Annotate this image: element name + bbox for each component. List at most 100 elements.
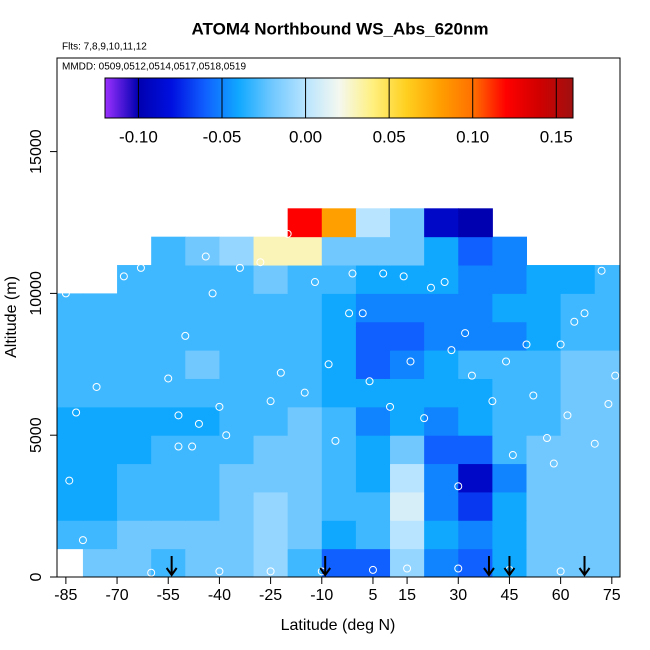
- measurement-point: [266, 567, 275, 576]
- heatmap-cell: [82, 435, 118, 465]
- heatmap-cell: [492, 321, 528, 351]
- colorbar-tick-label: 0.05: [373, 127, 406, 146]
- measurement-point: [580, 309, 589, 318]
- heatmap-cell: [594, 520, 620, 550]
- heatmap-cell: [458, 491, 493, 521]
- heatmap-cell: [253, 463, 289, 493]
- heatmap-cell: [594, 265, 620, 294]
- arrow-shape: [165, 556, 178, 577]
- measurement-point: [358, 309, 367, 318]
- heatmap-cell: [117, 378, 152, 408]
- heatmap-cell: [321, 208, 357, 238]
- heatmap-cell: [390, 350, 425, 379]
- measurement-point: [522, 340, 531, 349]
- heatmap-cell: [560, 406, 596, 436]
- heatmap-cell: [287, 491, 323, 521]
- measurement-point: [529, 391, 538, 400]
- y-tick-label: 10000: [28, 271, 45, 316]
- measurement-point: [406, 357, 415, 366]
- measurement-point: [556, 567, 565, 576]
- x-tick-label: -85: [54, 587, 77, 604]
- y-tick-label: 5000: [28, 417, 45, 453]
- heatmap: [57, 208, 620, 577]
- heatmap-cell: [82, 293, 118, 323]
- measurement-point: [447, 346, 456, 355]
- heatmap-cell: [82, 350, 118, 379]
- heatmap-cell: [185, 406, 220, 436]
- heatmap-cell: [390, 548, 425, 577]
- heatmap-cell: [82, 491, 118, 521]
- colorbar-tick-label: 0.10: [456, 127, 489, 146]
- heatmap-cell: [151, 350, 186, 379]
- heatmap-cell: [253, 378, 289, 408]
- heatmap-cell: [526, 378, 562, 408]
- heatmap-cell: [151, 378, 186, 408]
- heatmap-cell: [151, 548, 186, 577]
- heatmap-cell: [219, 406, 255, 436]
- heatmap-cell: [390, 265, 425, 294]
- heatmap-cell: [287, 321, 323, 351]
- heatmap-cell: [526, 463, 562, 493]
- heatmap-cell: [492, 520, 528, 550]
- heatmap-cell: [355, 208, 391, 238]
- measurement-point: [426, 283, 435, 292]
- heatmap-cell: [594, 463, 620, 493]
- measurement-point: [604, 400, 613, 408]
- heatmap-cell: [492, 236, 528, 266]
- x-tick-label: -40: [208, 587, 231, 604]
- measurement-point: [194, 419, 203, 428]
- heatmap-cell: [424, 236, 459, 266]
- measurement-point: [61, 289, 70, 298]
- measurement-point: [379, 269, 388, 278]
- heatmap-cell: [253, 548, 289, 577]
- heatmap-cell: [355, 293, 391, 323]
- heatmap-cell: [185, 520, 220, 550]
- flight-arrow: [503, 556, 516, 577]
- heatmap-cell: [57, 321, 84, 351]
- x-tick-label: 75: [603, 587, 621, 604]
- heatmap-cell: [117, 463, 152, 493]
- measurement-point: [611, 371, 620, 380]
- measurement-point: [454, 482, 463, 491]
- measurement-point: [331, 436, 340, 445]
- heatmap-cell: [253, 520, 289, 550]
- colorbar-tick-label: 0.00: [289, 127, 322, 146]
- x-tick-label: -25: [259, 587, 282, 604]
- measurement-point: [201, 252, 210, 261]
- measurement-point: [345, 309, 354, 318]
- flights-note: Flts: 7,8,9,10,11,12: [62, 42, 147, 53]
- heatmap-cell: [287, 350, 323, 379]
- heatmap-cell: [458, 463, 493, 493]
- heatmap-cell: [560, 548, 596, 577]
- heatmap-cell: [253, 321, 289, 351]
- heatmap-cell: [219, 350, 255, 379]
- heatmap-cell: [594, 293, 620, 323]
- heatmap-cell: [253, 265, 289, 294]
- heatmap-cell: [151, 236, 186, 266]
- measurement-point: [181, 331, 190, 340]
- measurement-point: [72, 408, 81, 417]
- heatmap-cell: [185, 321, 220, 351]
- heatmap-cell: [560, 350, 596, 379]
- heatmap-cell: [390, 463, 425, 493]
- heatmap-cell: [185, 548, 220, 577]
- heatmap-cell: [185, 350, 220, 379]
- heatmap-cell: [390, 491, 425, 521]
- heatmap-cell: [117, 435, 152, 465]
- measurement-point: [399, 272, 408, 281]
- heatmap-cell: [424, 435, 459, 465]
- heatmap-cell: [390, 208, 425, 238]
- measurement-point: [78, 536, 87, 545]
- heatmap-cell: [526, 406, 562, 436]
- x-tick-label: 5: [369, 587, 378, 604]
- heatmap-cell: [458, 378, 493, 408]
- measurement-point: [556, 340, 565, 349]
- measurement-point: [283, 229, 292, 238]
- measurement-point: [174, 411, 183, 420]
- heatmap-cell: [185, 293, 220, 323]
- measurement-point: [502, 357, 511, 366]
- heatmap-cell: [219, 293, 255, 323]
- heatmap-cell: [117, 293, 152, 323]
- measurement-point: [590, 439, 599, 448]
